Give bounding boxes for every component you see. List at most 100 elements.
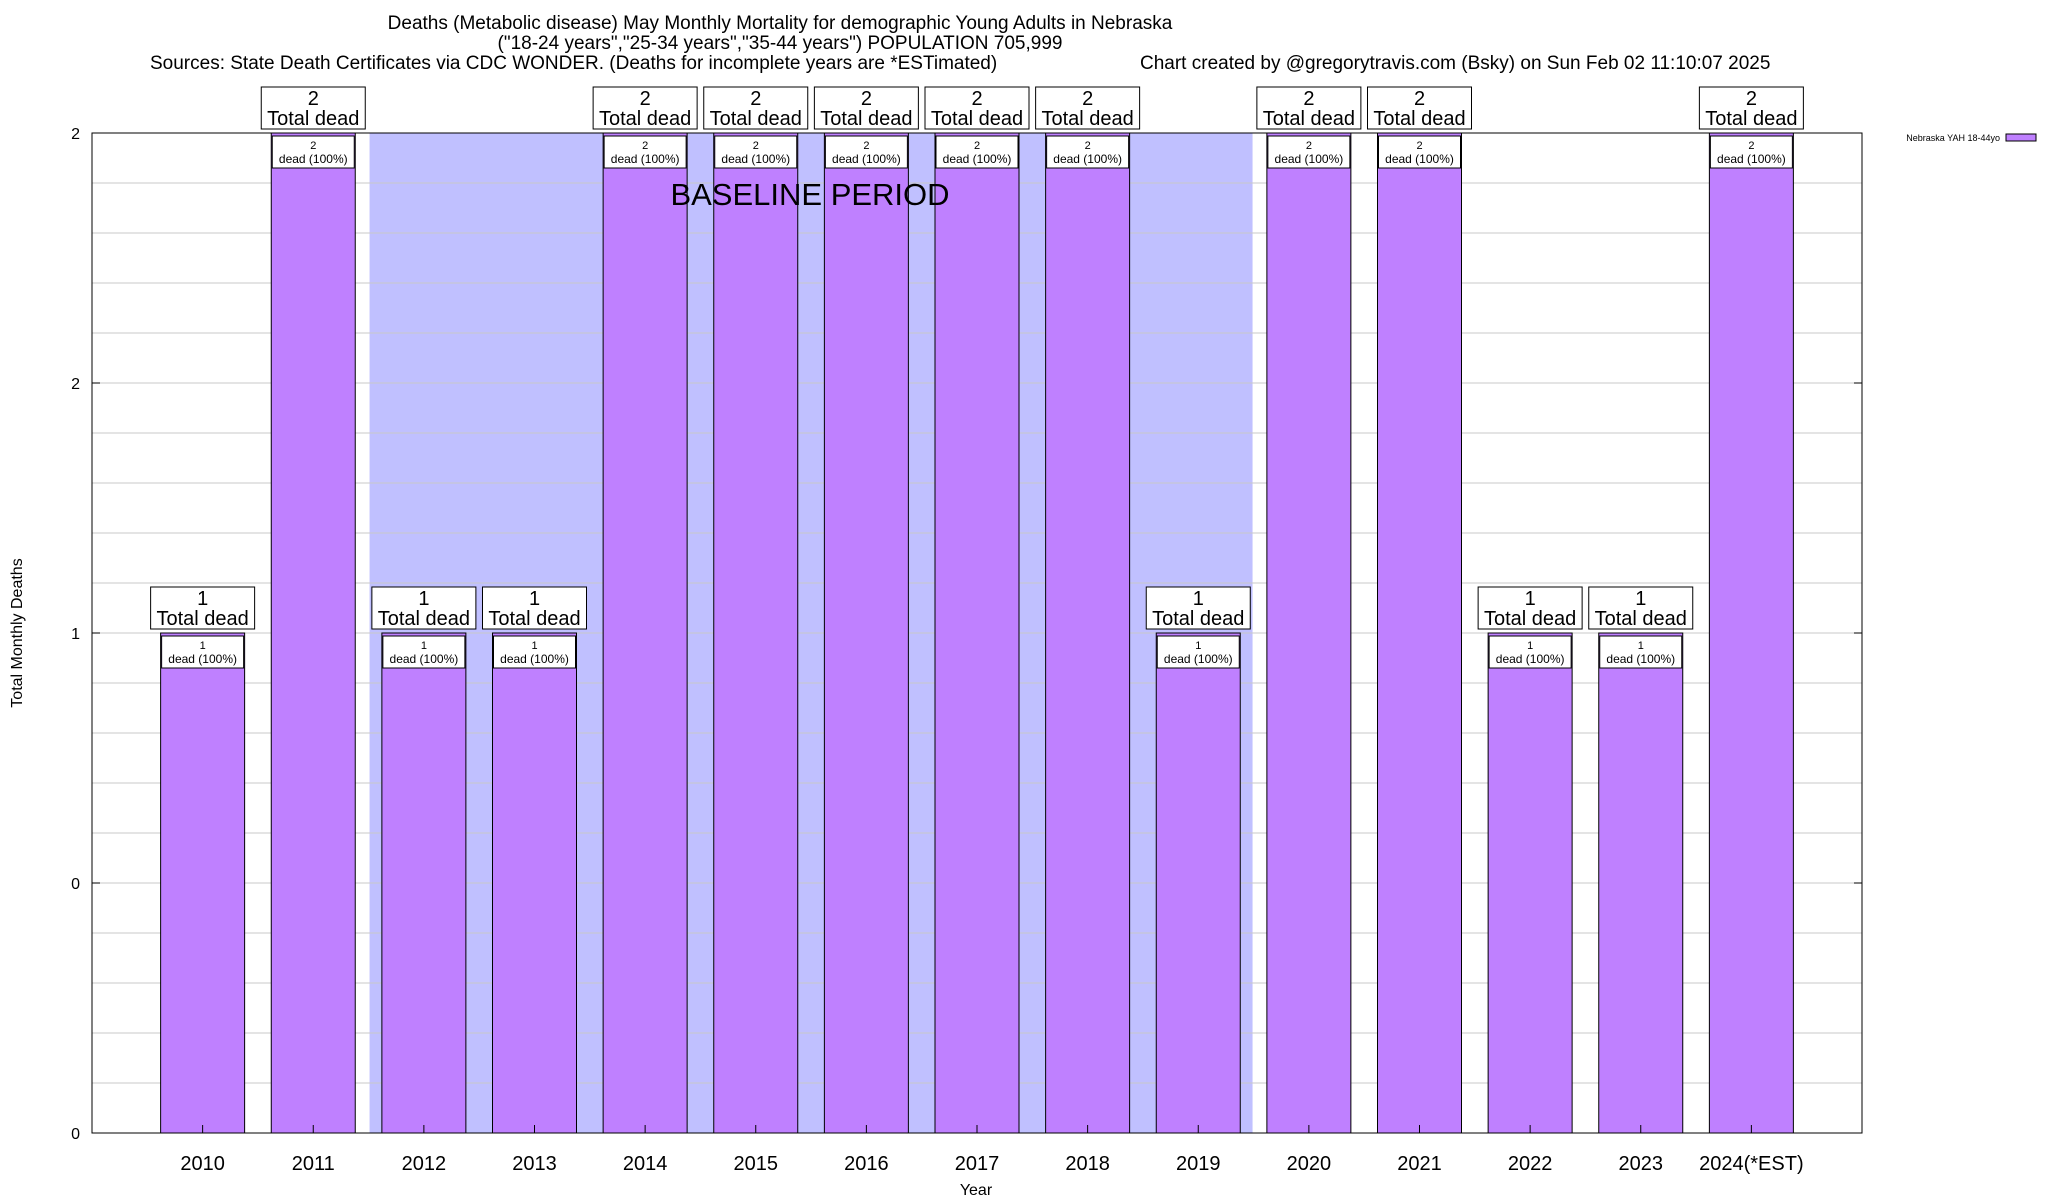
y-tick-label: 0 [71, 1126, 80, 1143]
total-label-text: Total dead [820, 108, 912, 130]
inner-label-count: 1 [421, 640, 427, 652]
total-label-box [150, 586, 256, 630]
inner-label-box [271, 135, 355, 169]
chart-subtitle: ("18-24 years","25-34 years","35-44 year… [497, 33, 1063, 54]
x-tick-label: 2023 [1619, 1153, 1664, 1175]
y-axis-title: Total Monthly Deaths [9, 558, 26, 707]
baseline-period-label: BASELINE PERIOD [670, 177, 949, 212]
x-tick-label: 2012 [402, 1153, 447, 1175]
total-label-text: Total dead [931, 108, 1023, 130]
total-label-box [1698, 86, 1804, 130]
inner-label-box [1488, 635, 1572, 669]
inner-label-box [1156, 635, 1240, 669]
total-label-text: Total dead [1484, 608, 1576, 630]
bar [381, 632, 467, 1134]
inner-label-text: dead (100%) [1164, 652, 1233, 666]
y-tick-label: 1 [71, 626, 80, 643]
bar [160, 632, 246, 1134]
inner-label-box [1599, 635, 1683, 669]
bar [1708, 132, 1794, 1134]
inner-label-box [714, 135, 798, 169]
inner-label-count: 1 [200, 640, 206, 652]
inner-label-text: dead (100%) [1606, 652, 1675, 666]
total-label-text: Total dead [599, 108, 691, 130]
total-label-count: 2 [640, 88, 651, 110]
total-label-box [924, 86, 1030, 130]
bar [1045, 132, 1131, 1134]
bar [1155, 632, 1241, 1134]
total-label-count: 2 [1746, 88, 1757, 110]
inner-label-box [161, 635, 245, 669]
inner-label-text: dead (100%) [1385, 152, 1454, 166]
total-label-count: 2 [750, 88, 761, 110]
inner-label-count: 2 [1085, 140, 1091, 152]
x-tick-label: 2017 [955, 1153, 1000, 1175]
x-axis-title: Year [960, 1182, 993, 1199]
total-label-box [592, 86, 698, 130]
y-tick-label: 2 [71, 376, 80, 393]
total-label-text: Total dead [156, 608, 248, 630]
bar [1487, 632, 1573, 1134]
inner-label-count: 1 [531, 640, 537, 652]
x-tick-label: 2021 [1397, 1153, 1442, 1175]
y-tick-label: 0 [71, 876, 80, 893]
chart-sources: Sources: State Death Certificates via CD… [150, 53, 998, 74]
total-label-count: 2 [308, 88, 319, 110]
bar [934, 132, 1020, 1134]
total-label-count: 1 [418, 588, 429, 610]
total-label-count: 2 [861, 88, 872, 110]
inner-label-box [382, 635, 466, 669]
total-label-text: Total dead [1595, 608, 1687, 630]
inner-label-text: dead (100%) [390, 652, 459, 666]
y-tick-label: 2 [71, 126, 80, 143]
total-label-text: Total dead [378, 608, 470, 630]
total-label-box [1145, 586, 1251, 630]
total-label-box [1367, 86, 1472, 130]
bar [270, 132, 356, 1134]
total-label-count: 2 [1414, 88, 1425, 110]
total-label-box [1256, 86, 1362, 130]
legend-swatch [2005, 133, 2037, 142]
total-label-count: 1 [1525, 588, 1536, 610]
inner-label-text: dead (100%) [1717, 152, 1786, 166]
total-label-text: Total dead [488, 608, 580, 630]
total-label-text: Total dead [710, 108, 802, 130]
inner-label-count: 1 [1527, 640, 1533, 652]
total-label-text: Total dead [1705, 108, 1797, 130]
bar [1598, 632, 1684, 1134]
total-label-box [1035, 86, 1141, 130]
inner-label-text: dead (100%) [1275, 152, 1344, 166]
x-tick-label: 2010 [180, 1153, 225, 1175]
chart-credit: Chart created by @gregorytravis.com (Bsk… [1140, 53, 1771, 74]
x-tick-label: 2018 [1065, 1153, 1110, 1175]
bar [1266, 132, 1352, 1134]
total-label-text: Total dead [1373, 108, 1465, 130]
inner-label-count: 2 [863, 140, 869, 152]
x-tick-label: 2019 [1176, 1153, 1221, 1175]
inner-label-count: 2 [753, 140, 759, 152]
total-label-count: 1 [1193, 588, 1204, 610]
total-label-count: 2 [971, 88, 982, 110]
total-label-box [1588, 586, 1694, 630]
x-tick-label: 2016 [844, 1153, 889, 1175]
total-label-count: 1 [197, 588, 208, 610]
inner-label-text: dead (100%) [279, 152, 348, 166]
total-label-count: 2 [1303, 88, 1314, 110]
inner-label-count: 2 [1416, 140, 1422, 152]
inner-label-count: 1 [1638, 640, 1644, 652]
inner-label-box [935, 135, 1019, 169]
inner-label-count: 2 [974, 140, 980, 152]
inner-label-text: dead (100%) [943, 152, 1012, 166]
x-tick-label: 2020 [1287, 1153, 1332, 1175]
inner-label-box [1709, 135, 1793, 169]
inner-label-text: dead (100%) [611, 152, 680, 166]
total-label-box [260, 86, 366, 130]
inner-label-box [1378, 135, 1461, 169]
inner-label-box [603, 135, 687, 169]
inner-label-count: 2 [1748, 140, 1754, 152]
inner-label-box [493, 635, 576, 669]
x-tick-label: 2011 [292, 1153, 335, 1175]
inner-label-count: 2 [310, 140, 316, 152]
total-label-box [813, 86, 919, 130]
inner-label-text: dead (100%) [1496, 652, 1565, 666]
